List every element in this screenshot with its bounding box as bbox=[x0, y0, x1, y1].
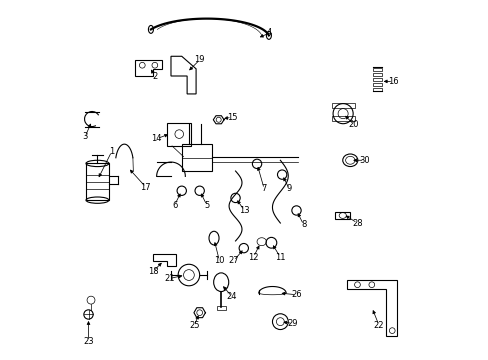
Text: 13: 13 bbox=[239, 206, 249, 215]
Text: 5: 5 bbox=[204, 201, 209, 210]
Bar bbox=[216, 306, 225, 310]
Text: 24: 24 bbox=[226, 292, 237, 301]
Text: 14: 14 bbox=[151, 134, 162, 143]
Text: 26: 26 bbox=[290, 290, 301, 299]
Bar bbox=[332, 103, 354, 108]
Bar bbox=[86, 163, 109, 200]
Text: 22: 22 bbox=[373, 321, 384, 330]
Text: 28: 28 bbox=[351, 219, 362, 228]
Text: 18: 18 bbox=[147, 267, 158, 276]
Text: 21: 21 bbox=[163, 274, 174, 283]
Text: 16: 16 bbox=[387, 77, 398, 86]
Text: 25: 25 bbox=[189, 321, 199, 330]
Text: 23: 23 bbox=[83, 337, 94, 346]
Bar bbox=[372, 78, 381, 81]
Text: 2: 2 bbox=[152, 72, 157, 81]
Text: 3: 3 bbox=[82, 132, 87, 141]
Text: 27: 27 bbox=[228, 256, 239, 265]
Bar bbox=[167, 123, 190, 146]
Bar bbox=[335, 212, 349, 220]
Text: 10: 10 bbox=[214, 256, 224, 265]
Bar bbox=[332, 116, 354, 121]
Text: 8: 8 bbox=[301, 220, 305, 229]
Text: 1: 1 bbox=[109, 147, 114, 156]
Text: 12: 12 bbox=[248, 253, 258, 262]
Text: 15: 15 bbox=[226, 113, 237, 122]
Text: 6: 6 bbox=[171, 201, 177, 210]
Bar bbox=[182, 144, 212, 171]
Text: 30: 30 bbox=[359, 156, 369, 165]
Text: 9: 9 bbox=[286, 184, 291, 193]
Text: 29: 29 bbox=[287, 319, 298, 328]
Bar bbox=[372, 83, 381, 86]
Text: 17: 17 bbox=[140, 183, 151, 192]
Bar bbox=[372, 73, 381, 76]
Text: 20: 20 bbox=[348, 120, 358, 129]
Text: 7: 7 bbox=[261, 184, 266, 193]
Bar bbox=[372, 68, 381, 71]
Text: 19: 19 bbox=[194, 55, 204, 64]
Text: 4: 4 bbox=[266, 28, 272, 37]
Bar bbox=[372, 88, 381, 91]
Text: 11: 11 bbox=[275, 253, 285, 262]
